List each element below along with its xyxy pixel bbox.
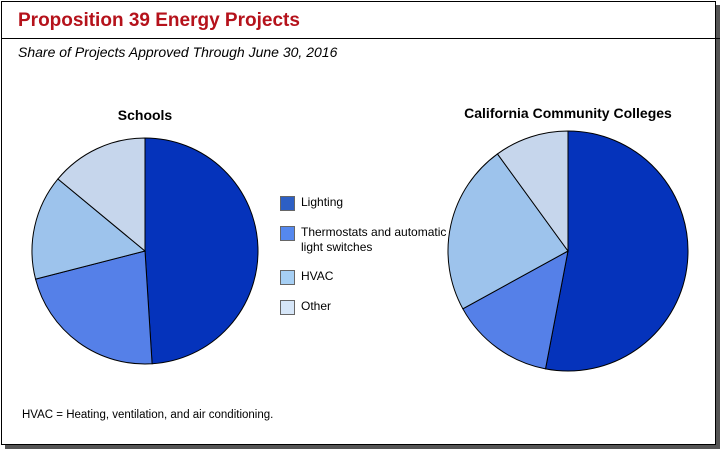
pie-slice-schools-hvac <box>31 178 147 280</box>
title-divider <box>1 38 720 39</box>
pie-slice-colleges-thermostats <box>462 250 569 370</box>
pie-slice-schools-lighting <box>144 137 259 365</box>
legend-label: Lighting <box>301 195 344 209</box>
legend: Lighting Thermostats and automatic light… <box>280 195 451 329</box>
legend-label: Thermostats and automatic light switches <box>301 225 447 254</box>
pie-slice-schools-other <box>57 137 146 253</box>
legend-swatch <box>280 196 295 211</box>
legend-item-lighting: Lighting <box>280 195 451 211</box>
chart-subtitle: Share of Projects Approved Through June … <box>18 44 338 60</box>
chart-title: Proposition 39 Energy Projects <box>18 10 300 31</box>
pie-slice-colleges-hvac <box>447 153 569 310</box>
legend-item-hvac: HVAC <box>280 269 451 285</box>
pie-slice-schools-thermostats <box>34 250 153 365</box>
legend-item-thermostats: Thermostats and automatic light switches <box>280 225 451 255</box>
schools-pie-title: Schools <box>117 107 173 123</box>
legend-label: Other <box>301 299 332 313</box>
footnote: HVAC = Heating, ventilation, and air con… <box>22 409 274 421</box>
legend-swatch <box>280 226 295 241</box>
legend-item-other: Other <box>280 299 451 315</box>
pie-slice-colleges-other <box>496 130 569 253</box>
pie-slice-colleges-lighting <box>544 130 689 372</box>
legend-swatch <box>280 300 295 315</box>
colleges-pie-title: California Community Colleges <box>464 105 672 121</box>
legend-swatch <box>280 270 295 285</box>
legend-label: HVAC <box>301 269 334 283</box>
